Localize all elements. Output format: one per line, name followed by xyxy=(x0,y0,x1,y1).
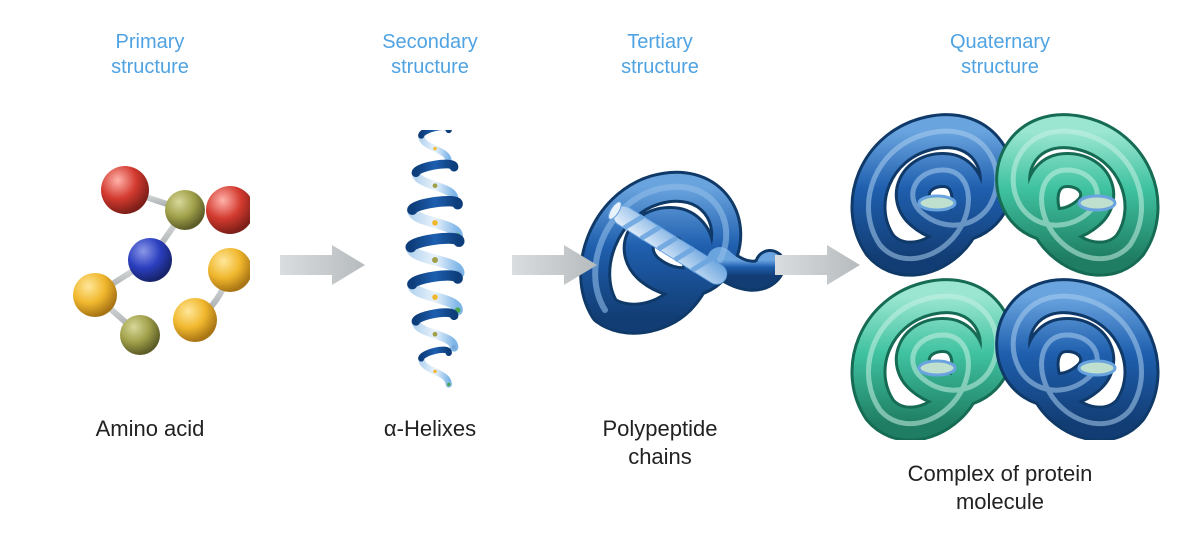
arrow-2 xyxy=(512,245,597,285)
primary-bottom: Amino acid xyxy=(96,415,205,443)
secondary-top-label: Secondary structure xyxy=(382,30,478,80)
tertiary-figure xyxy=(570,150,790,370)
secondary-bottom: α-Helixes xyxy=(384,415,476,443)
secondary-bottom-label: α-Helixes xyxy=(384,415,476,443)
secondary-figure xyxy=(395,130,475,390)
arrow-3 xyxy=(775,245,860,285)
tertiary-top-label: Tertiary structure xyxy=(621,30,699,80)
stage-quaternary: Quaternary structure xyxy=(950,30,1050,80)
primary-top-label: Primary structure xyxy=(111,30,189,80)
tertiary-bottom-label: Polypeptide chains xyxy=(603,415,718,470)
quaternary-top-label: Quaternary structure xyxy=(950,30,1050,80)
stage-primary: Primary structure xyxy=(111,30,189,80)
quaternary-bottom: Complex of protein molecule xyxy=(908,460,1093,515)
quaternary-figure xyxy=(845,105,1165,440)
primary-bottom-label: Amino acid xyxy=(96,415,205,443)
tertiary-bottom: Polypeptide chains xyxy=(603,415,718,470)
primary-figure xyxy=(55,155,250,365)
stage-tertiary: Tertiary structure xyxy=(621,30,699,80)
stage-secondary: Secondary structure xyxy=(382,30,478,80)
quaternary-bottom-label: Complex of protein molecule xyxy=(908,460,1093,515)
arrow-1 xyxy=(280,245,365,285)
